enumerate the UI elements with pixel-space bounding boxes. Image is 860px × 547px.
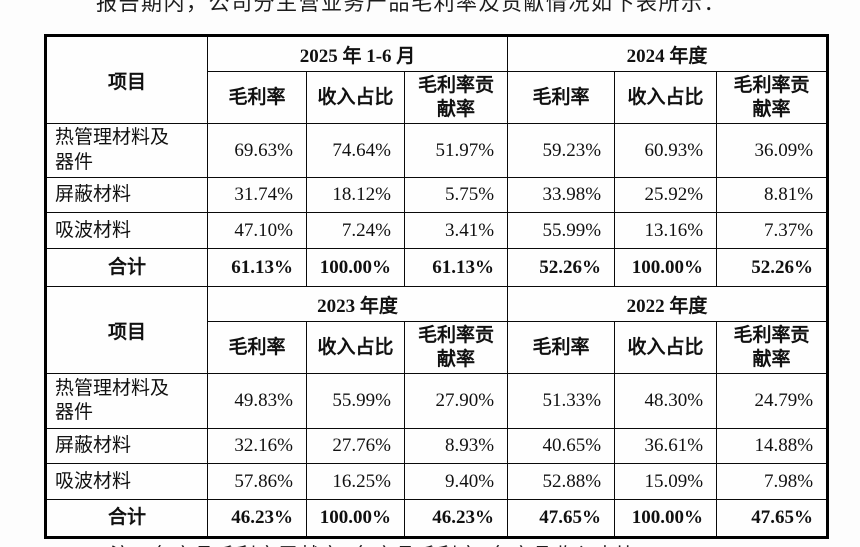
table-row: 吸波材料 47.10% 7.24% 3.41% 55.99% 13.16% 7.… <box>45 212 829 250</box>
value-cell: 100.00% <box>306 248 405 288</box>
table-row: 吸波材料 57.86% 16.25% 9.40% 52.88% 15.09% 7… <box>45 463 829 501</box>
value-cell: 7.24% <box>306 212 405 250</box>
value-cell: 55.99% <box>507 212 616 250</box>
row-label: 合计 <box>45 248 208 288</box>
value-cell: 49.83% <box>207 373 307 430</box>
value-cell: 33.98% <box>507 177 616 214</box>
subcol-header: 毛利率 <box>507 321 616 375</box>
item-column-header: 项目 <box>45 286 208 375</box>
value-cell: 47.65% <box>507 499 616 539</box>
value-cell: 47.65% <box>716 499 829 539</box>
value-cell: 52.88% <box>507 463 616 501</box>
value-cell: 61.13% <box>403 248 509 288</box>
subcol-header: 毛利率 <box>507 71 616 124</box>
table-row: 热管理材料及器件 49.83% 55.99% 27.90% 51.33% 48.… <box>45 373 829 430</box>
value-cell: 24.79% <box>716 373 829 430</box>
subcol-header: 毛利率贡献率 <box>716 321 829 375</box>
total-row: 合计 46.23% 100.00% 46.23% 47.65% 100.00% … <box>45 499 829 539</box>
period-header-2023: 2023 年度 <box>206 286 509 323</box>
bottom-note: 注：各产品毛利率贡献率=各产品毛利率*各产品收入占比 <box>110 539 637 547</box>
value-cell: 51.97% <box>403 122 509 179</box>
value-cell: 14.88% <box>716 428 829 465</box>
value-cell: 8.93% <box>403 428 509 465</box>
value-cell: 25.92% <box>614 177 718 214</box>
row-label: 吸波材料 <box>45 463 208 501</box>
subcol-header: 毛利率贡献率 <box>403 71 509 124</box>
subcol-header: 收入占比 <box>614 321 718 375</box>
value-cell: 36.09% <box>716 122 829 179</box>
value-cell: 31.74% <box>207 177 307 214</box>
value-cell: 46.23% <box>403 499 509 539</box>
value-cell: 9.40% <box>403 463 509 501</box>
value-cell: 27.76% <box>306 428 405 465</box>
value-cell: 3.41% <box>403 212 509 250</box>
value-cell: 13.16% <box>614 212 718 250</box>
value-cell: 74.64% <box>306 122 405 179</box>
value-cell: 100.00% <box>614 248 718 288</box>
value-cell: 60.93% <box>614 122 718 179</box>
value-cell: 48.30% <box>614 373 718 430</box>
table-row: 屏蔽材料 31.74% 18.12% 5.75% 33.98% 25.92% 8… <box>45 177 829 214</box>
value-cell: 7.98% <box>716 463 829 501</box>
table-row: 屏蔽材料 32.16% 27.76% 8.93% 40.65% 36.61% 1… <box>45 428 829 465</box>
value-cell: 7.37% <box>716 212 829 250</box>
total-row: 合计 61.13% 100.00% 61.13% 52.26% 100.00% … <box>45 248 829 288</box>
value-cell: 36.61% <box>614 428 718 465</box>
row-label: 热管理材料及器件 <box>45 373 208 430</box>
value-cell: 61.13% <box>207 248 307 288</box>
gross-margin-table: 项目 2025 年 1-6 月 2024 年度 毛利率 收入占比 毛利率贡献率 … <box>44 34 830 540</box>
value-cell: 18.12% <box>306 177 405 214</box>
subcol-header: 毛利率 <box>207 71 307 124</box>
value-cell: 69.63% <box>207 122 307 179</box>
subcol-header: 收入占比 <box>306 321 405 375</box>
value-cell: 59.23% <box>507 122 616 179</box>
value-cell: 40.65% <box>507 428 616 465</box>
value-cell: 32.16% <box>207 428 307 465</box>
top-caption: 报告期内，公司分主营业务产品毛利率及贡献情况如下表所示： <box>96 0 726 15</box>
row-label: 吸波材料 <box>45 212 208 250</box>
table-row: 热管理材料及器件 69.63% 74.64% 51.97% 59.23% 60.… <box>45 122 829 179</box>
item-column-header: 项目 <box>45 35 208 124</box>
row-label: 热管理材料及器件 <box>45 122 208 179</box>
value-cell: 16.25% <box>306 463 405 501</box>
value-cell: 57.86% <box>207 463 307 501</box>
value-cell: 46.23% <box>207 499 307 539</box>
value-cell: 52.26% <box>716 248 829 288</box>
row-label: 屏蔽材料 <box>45 177 208 214</box>
value-cell: 52.26% <box>507 248 616 288</box>
value-cell: 100.00% <box>614 499 718 539</box>
value-cell: 27.90% <box>403 373 509 430</box>
subcol-header: 收入占比 <box>306 71 405 124</box>
subcol-header: 毛利率贡献率 <box>716 71 829 124</box>
value-cell: 100.00% <box>306 499 405 539</box>
period-header-2024: 2024 年度 <box>507 35 829 72</box>
value-cell: 51.33% <box>507 373 616 430</box>
period-header-2022: 2022 年度 <box>507 286 829 323</box>
row-label: 合计 <box>45 499 208 539</box>
period-header-2025: 2025 年 1-6 月 <box>206 35 509 72</box>
value-cell: 5.75% <box>403 177 509 214</box>
value-cell: 15.09% <box>614 463 718 501</box>
row-label: 屏蔽材料 <box>45 428 208 465</box>
value-cell: 47.10% <box>207 212 307 250</box>
subcol-header: 毛利率 <box>207 321 307 375</box>
subcol-header: 收入占比 <box>614 71 718 124</box>
value-cell: 8.81% <box>716 177 829 214</box>
subcol-header: 毛利率贡献率 <box>403 321 509 375</box>
value-cell: 55.99% <box>306 373 405 430</box>
